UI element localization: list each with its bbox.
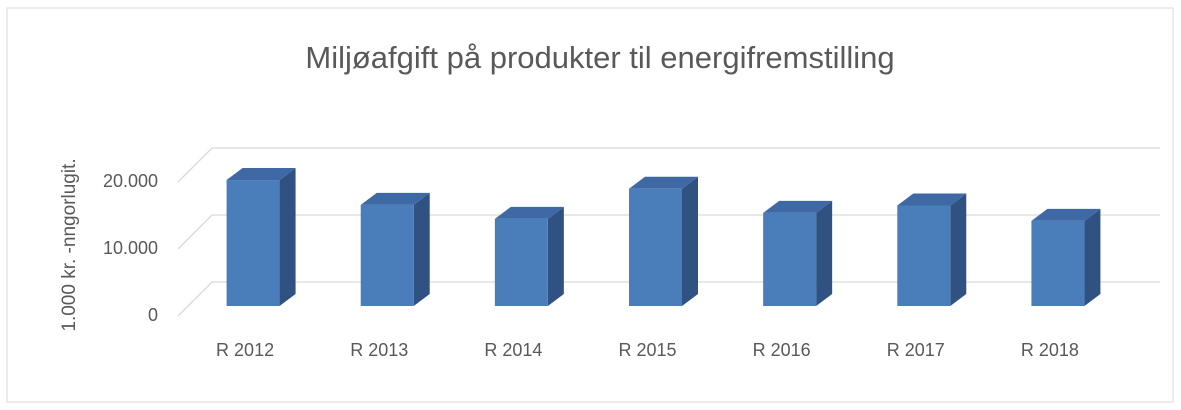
bar-front — [1031, 220, 1085, 306]
bar-front — [226, 180, 280, 306]
grid-line — [177, 281, 1160, 317]
chart-frame — [6, 7, 1174, 403]
bar-side — [279, 168, 296, 306]
bar — [1031, 208, 1101, 306]
bar-top — [360, 192, 430, 205]
bar-side — [1084, 208, 1101, 306]
bar — [226, 168, 296, 306]
bar-side — [547, 206, 564, 306]
x-tick-label: R 2014 — [484, 340, 542, 360]
grid-line — [177, 214, 1160, 250]
grid-line — [177, 147, 1160, 183]
bar-side — [950, 193, 967, 306]
y-tick-label: 10.000 — [103, 238, 158, 258]
bar-front — [629, 188, 682, 306]
bar — [494, 206, 564, 306]
bar-top — [226, 168, 296, 181]
x-tick-label: R 2017 — [887, 340, 945, 360]
bar — [629, 176, 698, 306]
y-tick-label: 0 — [148, 305, 158, 325]
bar-side — [413, 192, 430, 306]
bar — [897, 193, 967, 306]
x-tick-label: R 2015 — [618, 340, 676, 360]
y-tick-label: 20.000 — [103, 171, 158, 191]
bar-front — [897, 205, 951, 306]
bar-top — [494, 206, 564, 219]
bar — [763, 200, 833, 306]
bar-side — [682, 176, 698, 306]
bar-front — [360, 204, 414, 306]
bar-top — [1031, 208, 1101, 221]
x-tick-label: R 2012 — [216, 340, 274, 360]
x-tick-label: R 2018 — [1021, 340, 1079, 360]
y-axis-label: 1.000 kr. -nngorlugit. — [59, 158, 80, 331]
bar-top — [897, 193, 967, 206]
bar-front — [494, 218, 548, 306]
chart-title: Miljøafgift på produkter til energifrems… — [305, 40, 894, 75]
x-tick-label: R 2013 — [350, 340, 408, 360]
bar-side — [816, 200, 833, 306]
bar — [360, 192, 430, 306]
bar-top — [629, 176, 698, 189]
x-tick-label: R 2016 — [753, 340, 811, 360]
bar-top — [763, 200, 833, 213]
bar-front — [763, 212, 817, 306]
